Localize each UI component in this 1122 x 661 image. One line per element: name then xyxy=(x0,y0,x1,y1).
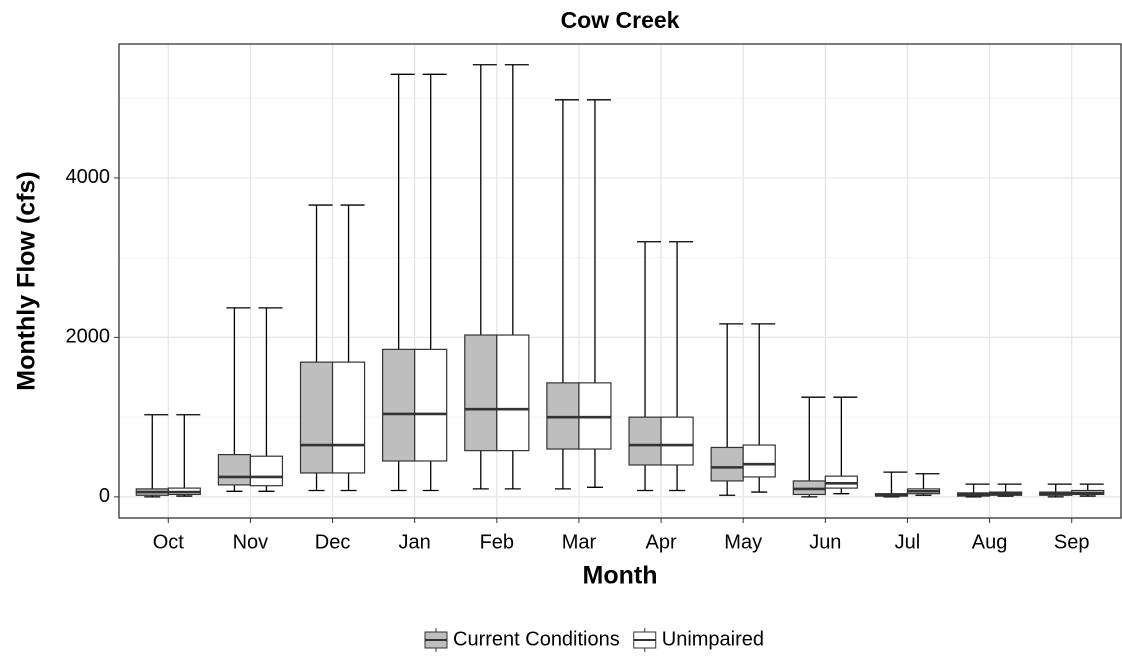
x-tick-label: Feb xyxy=(480,531,514,553)
y-tick-label: 0 xyxy=(99,485,110,507)
chart-title: Cow Creek xyxy=(561,7,680,33)
box xyxy=(628,416,662,466)
y-axis-title: Monthly Flow (cfs) xyxy=(13,171,41,390)
x-tick-label: Nov xyxy=(233,531,269,553)
legend-label: Current Conditions xyxy=(453,628,620,650)
box xyxy=(331,361,366,474)
legend-label: Unimpaired xyxy=(662,628,764,650)
x-tick-label: Jul xyxy=(895,531,921,553)
x-tick-label: Aug xyxy=(972,531,1008,553)
x-tick-label: May xyxy=(724,531,762,553)
panel-border xyxy=(118,43,1122,519)
box xyxy=(710,446,744,482)
box xyxy=(660,416,694,466)
y-tick-label: 2000 xyxy=(66,326,111,348)
box xyxy=(496,334,530,452)
box xyxy=(299,361,334,474)
x-axis-title: Month xyxy=(583,562,658,590)
x-tick-label: Oct xyxy=(153,531,185,553)
y-tick-label: 4000 xyxy=(66,166,111,188)
box xyxy=(217,454,252,486)
box xyxy=(382,348,416,462)
x-tick-label: Dec xyxy=(315,531,351,553)
x-tick-label: Jun xyxy=(809,531,841,553)
x-tick-label: Sep xyxy=(1054,531,1090,553)
x-tick-label: Jan xyxy=(399,531,431,553)
box xyxy=(414,348,448,462)
box xyxy=(464,334,498,452)
box xyxy=(249,455,284,487)
x-tick-label: Apr xyxy=(646,531,677,553)
x-tick-label: Mar xyxy=(562,531,597,553)
box xyxy=(742,444,776,478)
